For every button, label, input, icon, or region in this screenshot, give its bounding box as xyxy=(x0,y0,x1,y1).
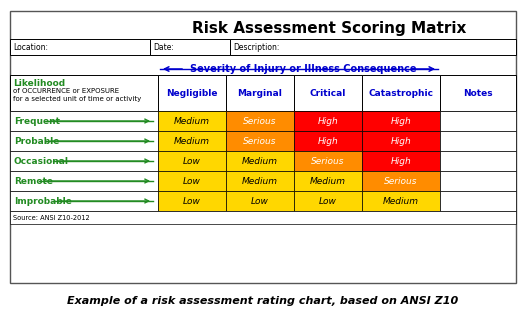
FancyBboxPatch shape xyxy=(10,75,158,111)
FancyBboxPatch shape xyxy=(440,131,516,151)
FancyBboxPatch shape xyxy=(10,171,158,191)
FancyBboxPatch shape xyxy=(294,75,362,111)
FancyBboxPatch shape xyxy=(158,191,226,211)
Text: Medium: Medium xyxy=(174,136,210,145)
FancyBboxPatch shape xyxy=(10,111,158,131)
Text: Source: ANSI Z10-2012: Source: ANSI Z10-2012 xyxy=(13,214,90,221)
Text: Medium: Medium xyxy=(242,157,278,166)
FancyBboxPatch shape xyxy=(294,151,362,171)
Text: Marginal: Marginal xyxy=(238,89,282,98)
Text: Serious: Serious xyxy=(311,157,345,166)
Text: Frequent: Frequent xyxy=(14,117,60,126)
Text: of OCCURRENCE or EXPOSURE: of OCCURRENCE or EXPOSURE xyxy=(13,88,119,94)
FancyBboxPatch shape xyxy=(158,111,226,131)
FancyBboxPatch shape xyxy=(362,171,440,191)
FancyBboxPatch shape xyxy=(294,191,362,211)
FancyBboxPatch shape xyxy=(440,191,516,211)
Text: Occasional: Occasional xyxy=(14,157,69,166)
Text: for a selected unit of time or activity: for a selected unit of time or activity xyxy=(13,96,141,102)
FancyBboxPatch shape xyxy=(10,211,516,224)
FancyBboxPatch shape xyxy=(362,75,440,111)
FancyBboxPatch shape xyxy=(10,131,158,151)
FancyBboxPatch shape xyxy=(158,171,226,191)
FancyBboxPatch shape xyxy=(158,131,226,151)
FancyBboxPatch shape xyxy=(226,191,294,211)
FancyBboxPatch shape xyxy=(226,151,294,171)
Text: Medium: Medium xyxy=(383,196,419,205)
Text: Improbable: Improbable xyxy=(14,196,72,205)
FancyBboxPatch shape xyxy=(226,111,294,131)
FancyBboxPatch shape xyxy=(10,39,150,55)
Text: Location:: Location: xyxy=(13,42,48,51)
FancyBboxPatch shape xyxy=(362,131,440,151)
Text: Low: Low xyxy=(319,196,337,205)
FancyBboxPatch shape xyxy=(158,75,226,111)
FancyBboxPatch shape xyxy=(362,111,440,131)
FancyBboxPatch shape xyxy=(294,111,362,131)
FancyBboxPatch shape xyxy=(440,111,516,131)
Text: Likelihood: Likelihood xyxy=(13,79,65,88)
Text: Low: Low xyxy=(251,196,269,205)
Text: Example of a risk assessment rating chart, based on ANSI Z10: Example of a risk assessment rating char… xyxy=(67,296,459,306)
Text: Medium: Medium xyxy=(310,177,346,186)
FancyBboxPatch shape xyxy=(440,151,516,171)
Text: Description:: Description: xyxy=(233,42,279,51)
Text: Low: Low xyxy=(183,196,201,205)
FancyBboxPatch shape xyxy=(440,75,516,111)
Text: Serious: Serious xyxy=(385,177,418,186)
Text: High: High xyxy=(318,136,338,145)
Text: High: High xyxy=(391,136,411,145)
Text: Medium: Medium xyxy=(174,117,210,126)
Text: Probable: Probable xyxy=(14,136,59,145)
FancyBboxPatch shape xyxy=(440,171,516,191)
Text: Critical: Critical xyxy=(310,89,346,98)
Text: Catastrophic: Catastrophic xyxy=(369,89,433,98)
FancyBboxPatch shape xyxy=(10,151,158,171)
Text: Negligible: Negligible xyxy=(166,89,218,98)
FancyBboxPatch shape xyxy=(294,131,362,151)
Text: High: High xyxy=(391,157,411,166)
FancyBboxPatch shape xyxy=(150,39,230,55)
Text: High: High xyxy=(391,117,411,126)
FancyBboxPatch shape xyxy=(226,131,294,151)
Text: Low: Low xyxy=(183,157,201,166)
FancyBboxPatch shape xyxy=(158,151,226,171)
FancyBboxPatch shape xyxy=(10,191,158,211)
Text: Medium: Medium xyxy=(242,177,278,186)
Text: Remote: Remote xyxy=(14,177,53,186)
Text: Notes: Notes xyxy=(463,89,493,98)
Text: Serious: Serious xyxy=(243,117,277,126)
FancyBboxPatch shape xyxy=(294,171,362,191)
FancyBboxPatch shape xyxy=(362,191,440,211)
Text: Low: Low xyxy=(183,177,201,186)
FancyBboxPatch shape xyxy=(230,39,516,55)
Text: Date:: Date: xyxy=(153,42,174,51)
Text: Risk Assessment Scoring Matrix: Risk Assessment Scoring Matrix xyxy=(191,22,466,37)
FancyBboxPatch shape xyxy=(362,151,440,171)
FancyBboxPatch shape xyxy=(226,171,294,191)
FancyBboxPatch shape xyxy=(226,75,294,111)
FancyBboxPatch shape xyxy=(10,11,516,283)
Text: High: High xyxy=(318,117,338,126)
Text: Severity of Injury or Illness Consequence: Severity of Injury or Illness Consequenc… xyxy=(190,64,417,74)
Text: Serious: Serious xyxy=(243,136,277,145)
